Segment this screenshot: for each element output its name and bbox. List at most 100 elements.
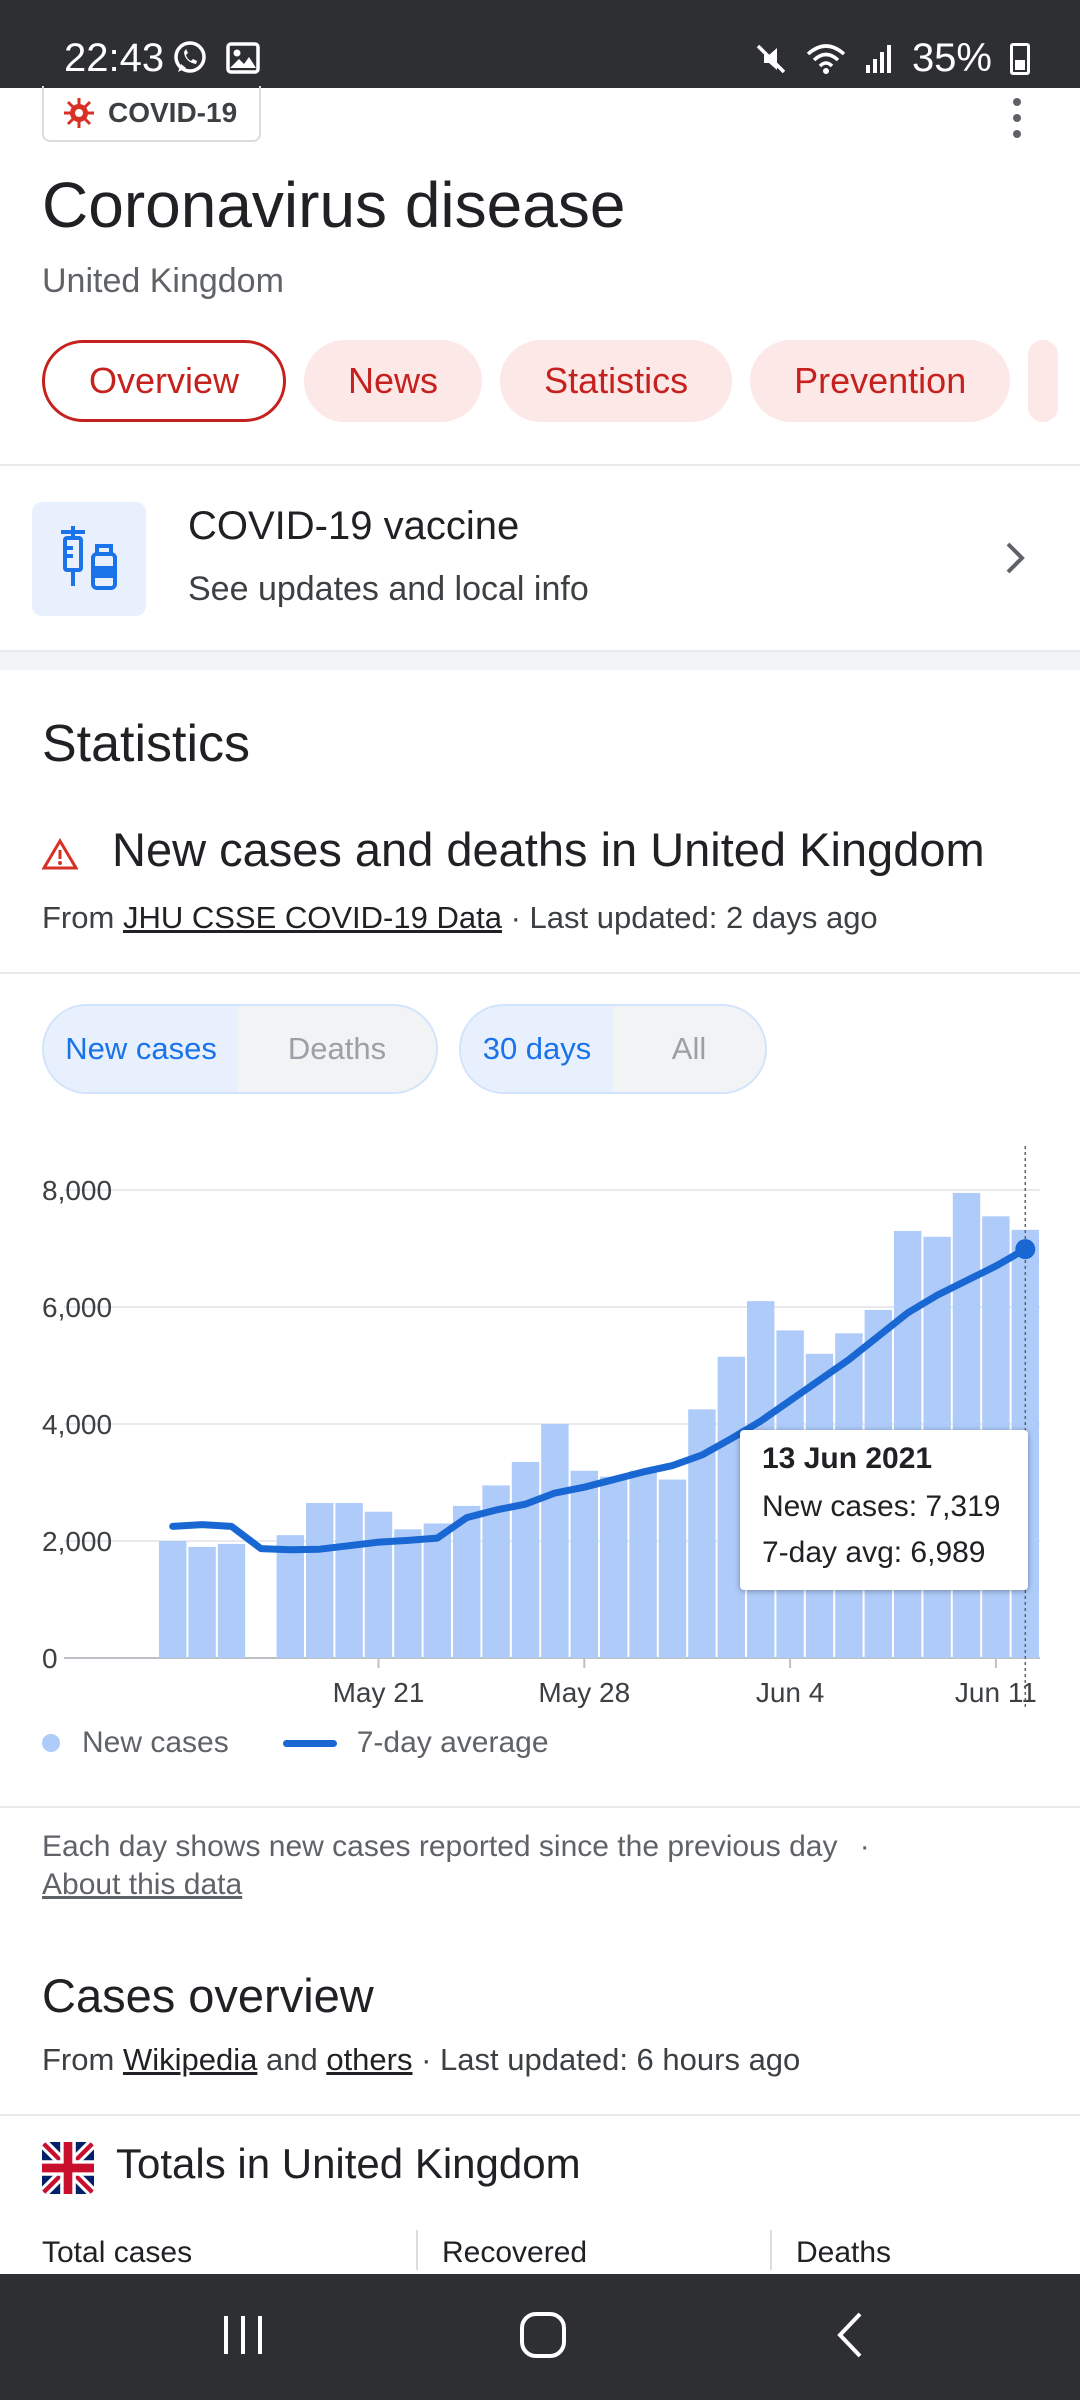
source-link[interactable]: JHU CSSE COVID-19 Data [122, 900, 502, 935]
col-total-cases: Total cases [42, 2236, 193, 2269]
overview-source-suffix: · Last updated: 6 hours ago [421, 2042, 801, 2077]
wifi-icon [806, 43, 846, 74]
status-bar: 22:43 35% [0, 0, 1080, 88]
chart-bar [159, 1541, 187, 1658]
divider [0, 1806, 1080, 1808]
new-cases-toggle[interactable]: New cases [44, 1006, 239, 1092]
tooltip-date: 13 Jun 2021 [762, 1442, 933, 1475]
section-separator [0, 650, 1080, 670]
y-tick-label: 0 [42, 1643, 58, 1674]
others-link[interactable]: others [326, 2042, 413, 2077]
chart-heading: New cases and deaths in United Kingdom [112, 823, 985, 876]
chart-bar [364, 1511, 393, 1658]
chart-bar [188, 1546, 216, 1658]
x-tick-label: May 21 [333, 1677, 425, 1708]
tab-news[interactable]: News [304, 340, 483, 422]
col-recovered: Recovered [442, 2236, 588, 2269]
y-tick-label: 2,000 [42, 1526, 112, 1557]
chart-bar [217, 1543, 246, 1658]
tab-prevention[interactable]: Prevention [750, 340, 1011, 422]
note-text: Each day shows new cases reported since … [42, 1830, 838, 1863]
all-toggle[interactable]: All [613, 1006, 765, 1092]
wikipedia-link[interactable]: Wikipedia [122, 2042, 258, 2077]
chart-bar [629, 1470, 657, 1658]
deaths-toggle[interactable]: Deaths [238, 1006, 436, 1092]
gallery-icon [226, 42, 260, 74]
chart-bar [306, 1502, 334, 1658]
about-data-link[interactable]: About this data [42, 1868, 243, 1901]
clock: 22:43 [64, 36, 165, 80]
chart-legend: New cases 7-day average [42, 1726, 549, 1760]
x-tick-label: Jun 4 [756, 1677, 825, 1708]
chart-tooltip: 13 Jun 2021 New cases: 7,319 7-day avg: … [740, 1430, 1028, 1590]
legend-new-cases: New cases [82, 1726, 229, 1759]
tooltip-average: 7-day avg: 6,989 [762, 1536, 986, 1569]
battery-percent: 35% [911, 36, 992, 80]
divider [0, 2114, 1080, 2116]
chart-bar [335, 1502, 363, 1658]
uk-flag-icon [42, 2142, 94, 2194]
topic-chip-label: COVID-19 [108, 97, 238, 128]
chart-bar [541, 1424, 569, 1658]
chart-bar [570, 1470, 598, 1658]
data-note: Each day shows new cases reported since … [42, 1828, 870, 1904]
recent-apps-icon[interactable] [218, 2310, 268, 2360]
vaccine-card-subtitle: See updates and local info [188, 570, 589, 608]
overview-source-prefix: From [42, 2042, 115, 2077]
signal-icon [865, 44, 891, 73]
metric-toggle: New cases Deaths [42, 1004, 438, 1094]
note-dot: · [859, 1830, 870, 1863]
column-separator [416, 2230, 418, 2270]
whatsapp-icon [174, 41, 206, 73]
y-tick-label: 4,000 [42, 1409, 112, 1440]
divider [0, 464, 1080, 466]
y-tick-label: 8,000 [42, 1175, 112, 1206]
overview-source-and: and [265, 2042, 318, 2077]
mute-icon [756, 44, 786, 73]
tab-overview[interactable]: Overview [42, 340, 287, 422]
chart-bar [453, 1505, 481, 1658]
column-separator [770, 2230, 772, 2270]
warning-icon[interactable] [42, 838, 78, 870]
30-days-toggle[interactable]: 30 days [461, 1006, 613, 1092]
back-icon[interactable] [826, 2310, 876, 2360]
battery-icon [1010, 42, 1030, 75]
virus-icon [64, 98, 94, 128]
tab-statistics[interactable]: Statistics [500, 340, 733, 422]
chart-bar [658, 1479, 687, 1658]
legend-7-day-average: 7-day average [356, 1726, 549, 1759]
source-prefix: From [42, 900, 115, 935]
system-icons: 35% [754, 36, 1030, 81]
x-tick-label: May 28 [538, 1677, 630, 1708]
cases-overview-heading: Cases overview [42, 1969, 374, 2022]
vaccine-icon[interactable] [32, 502, 146, 616]
page-title: Coronavirus disease [42, 169, 626, 241]
data-source: From JHU CSSE COVID-19 Data · Last updat… [42, 900, 878, 936]
avg-point [1015, 1239, 1036, 1260]
overview-source: From Wikipedia and others · Last updated… [42, 2042, 800, 2078]
system-nav-bar [0, 2274, 1080, 2400]
col-deaths: Deaths [796, 2236, 892, 2269]
source-suffix: · Last updated: 2 days ago [510, 900, 878, 935]
chart-bar [423, 1523, 451, 1658]
chart-bar [276, 1535, 304, 1658]
chart-bar [600, 1476, 628, 1658]
range-toggle: 30 days All [459, 1004, 767, 1094]
more-options-icon[interactable] [1002, 98, 1032, 138]
tab-more-partial[interactable] [1028, 340, 1059, 422]
tooltip-cases: New cases: 7,319 [762, 1490, 1001, 1523]
legend-bar-swatch [42, 1734, 60, 1752]
vaccine-card-title[interactable]: COVID-19 vaccine [188, 504, 520, 548]
x-tick-label: Jun 11 [955, 1677, 1037, 1708]
divider [0, 972, 1080, 974]
chevron-right-icon[interactable] [1004, 540, 1028, 576]
y-tick-label: 6,000 [42, 1292, 112, 1323]
home-icon[interactable] [518, 2310, 568, 2360]
notification-icons [172, 40, 260, 76]
topic-chip[interactable]: COVID-19 [42, 86, 262, 142]
location-subtitle: United Kingdom [42, 262, 284, 300]
statistics-heading: Statistics [42, 715, 251, 773]
chart-bar [511, 1462, 540, 1658]
chart-bar [394, 1529, 422, 1658]
topic-tabs: Overview News Statistics Prevention [42, 340, 1059, 422]
